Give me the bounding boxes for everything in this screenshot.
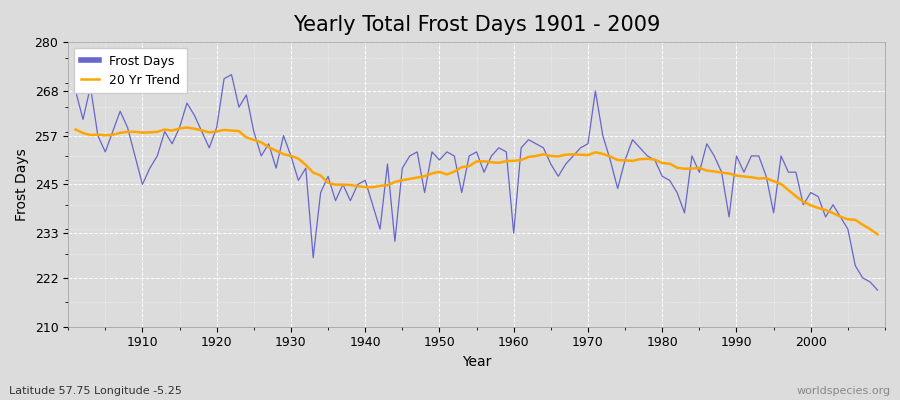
Line: 20 Yr Trend: 20 Yr Trend xyxy=(76,128,878,234)
20 Yr Trend xyxy=(182,125,193,130)
Text: Latitude 57.75 Longitude -5.25: Latitude 57.75 Longitude -5.25 xyxy=(9,386,182,396)
Frost Days xyxy=(605,158,616,162)
Frost Days xyxy=(345,198,356,203)
20 Yr Trend xyxy=(70,127,81,132)
20 Yr Trend xyxy=(872,232,883,237)
Frost Days xyxy=(872,288,883,292)
Y-axis label: Frost Days: Frost Days xyxy=(15,148,29,221)
Frost Days xyxy=(70,88,81,93)
Legend: Frost Days, 20 Yr Trend: Frost Days, 20 Yr Trend xyxy=(75,48,186,93)
20 Yr Trend xyxy=(301,162,311,167)
Frost Days xyxy=(508,231,519,236)
X-axis label: Year: Year xyxy=(462,355,491,369)
Frost Days xyxy=(226,72,237,77)
Frost Days xyxy=(516,146,526,150)
Text: worldspecies.org: worldspecies.org xyxy=(796,386,891,396)
Line: Frost Days: Frost Days xyxy=(76,75,878,290)
20 Yr Trend xyxy=(516,158,526,162)
Title: Yearly Total Frost Days 1901 - 2009: Yearly Total Frost Days 1901 - 2009 xyxy=(292,15,661,35)
20 Yr Trend xyxy=(345,183,356,188)
Frost Days xyxy=(130,154,140,158)
20 Yr Trend xyxy=(508,158,519,163)
20 Yr Trend xyxy=(130,129,140,134)
20 Yr Trend xyxy=(605,154,616,159)
Frost Days xyxy=(301,166,311,170)
